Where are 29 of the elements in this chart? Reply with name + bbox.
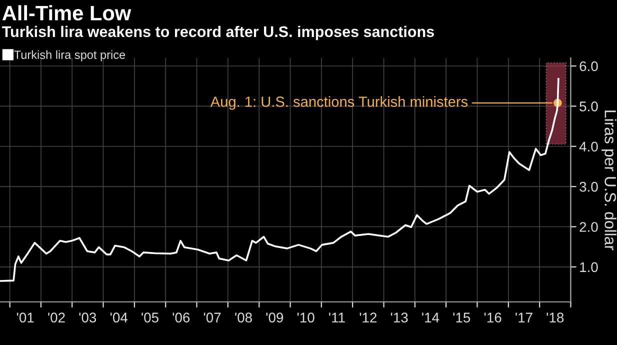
x-tick-label: '10	[297, 312, 314, 322]
chart-subtitle: Turkish lira weakens to record after U.S. imposes sanctions	[2, 26, 434, 40]
x-tick-label: '03	[79, 312, 96, 322]
y-tick-label: 1.0	[580, 262, 598, 272]
y-tick-label: 5.0	[580, 102, 598, 112]
legend-label: Turkish lira spot price	[14, 50, 126, 62]
x-tick-label: '13	[390, 312, 408, 322]
y-axis-title: Liras per U.S. dollar	[602, 110, 616, 250]
y-tick-label: 2.0	[580, 222, 598, 232]
x-tick-label: '07	[204, 312, 221, 322]
x-tick-label: '16	[484, 312, 502, 322]
x-tick-label: '01	[16, 312, 34, 322]
y-tick-label: 6.0	[580, 61, 598, 72]
annotation: Aug. 1: U.S. sanctions Turkish ministers	[210, 96, 468, 110]
y-tick-label: 3.0	[580, 182, 598, 192]
x-tick-label: '08	[235, 312, 252, 322]
x-tick-label: '11	[329, 312, 345, 322]
x-tick-label: '18	[546, 312, 564, 322]
x-tick-label: '14	[422, 312, 440, 322]
x-tick-label: '09	[266, 312, 284, 322]
x-tick-label: '15	[453, 312, 470, 322]
y-tick-label: 4.0	[579, 142, 598, 152]
x-tick-label: '04	[110, 312, 128, 322]
chart-title: All-Time Low	[2, 5, 132, 20]
x-tick-label: '12	[360, 312, 377, 322]
x-tick-label: '17	[516, 312, 532, 322]
x-tick-label: '02	[48, 312, 65, 322]
x-tick-label: '06	[172, 312, 190, 322]
x-tick-label: '05	[142, 312, 158, 322]
